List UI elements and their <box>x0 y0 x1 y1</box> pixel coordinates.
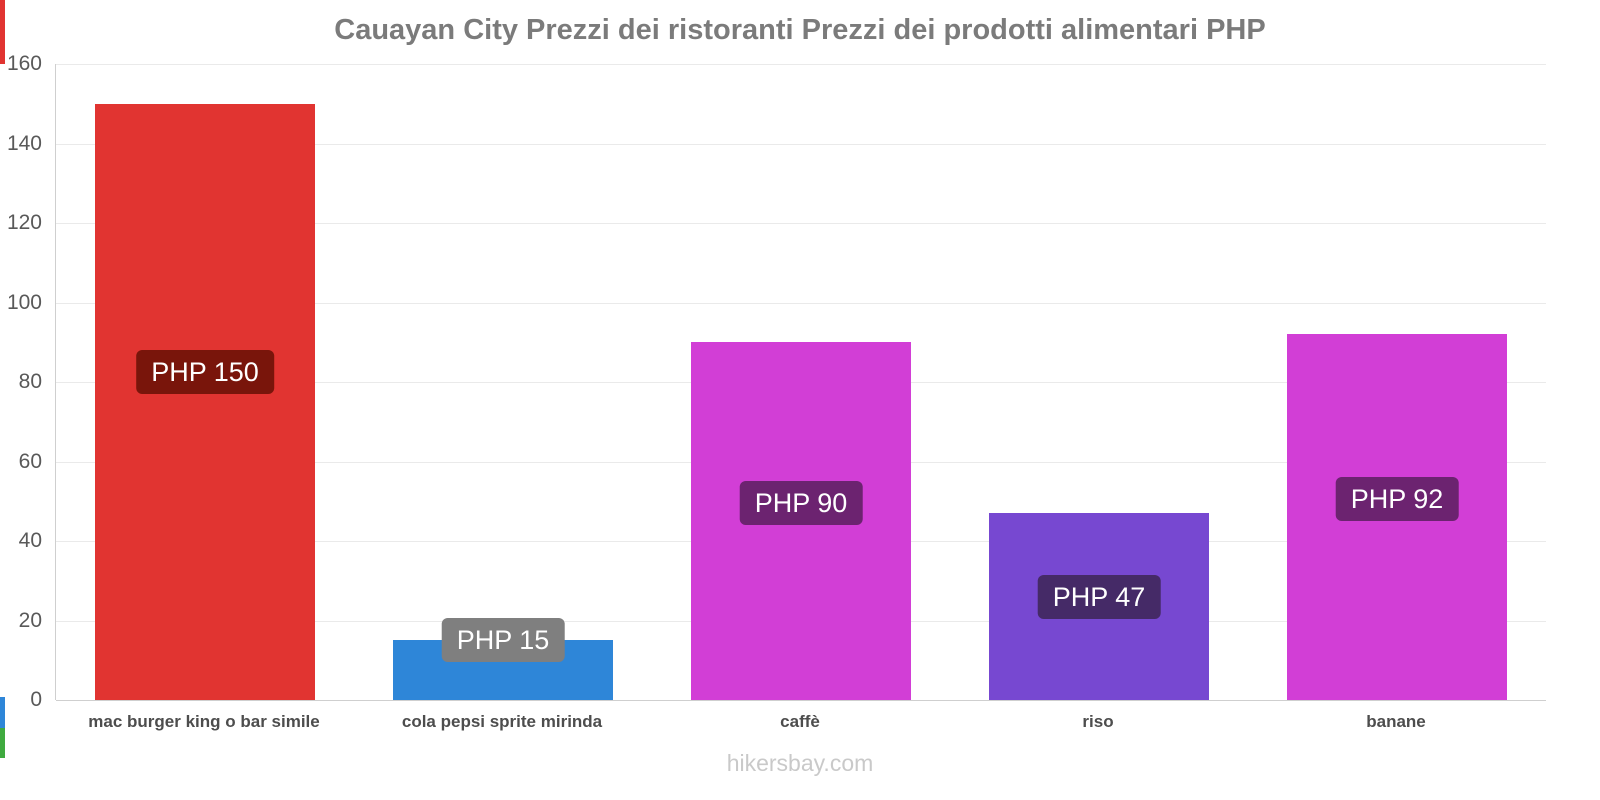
gridline <box>56 700 1546 701</box>
bar-slot: PHP 90 <box>652 64 950 700</box>
x-axis-label: cola pepsi sprite mirinda <box>401 712 603 731</box>
y-tick-label: 0 <box>30 688 42 711</box>
y-tick-label: 100 <box>6 290 42 314</box>
value-label: PHP 150 <box>136 350 274 395</box>
bar-slot: PHP 47 <box>950 64 1248 700</box>
bar-slot: PHP 15 <box>354 64 652 700</box>
x-axis-label: mac burger king o bar simile <box>88 712 320 731</box>
watermark: hikersbay.com <box>726 750 874 776</box>
y-axis-ticks: 0 20 40 60 80 100 120 140 160 <box>0 52 48 711</box>
x-axis-labels: mac burger king o bar simile cola pepsi s… <box>55 712 1545 732</box>
y-tick-label: 40 <box>18 529 42 552</box>
plot-area: PHP 150 PHP 15 PHP 90 PHP 47 PHP 92 <box>55 64 1546 701</box>
chart-title: Cauayan City Prezzi dei ristoranti Prezz… <box>334 14 1266 46</box>
left-accent-red-strip <box>0 0 5 64</box>
y-tick-label: 140 <box>6 131 42 155</box>
gridline <box>56 302 1546 304</box>
y-tick-label: 20 <box>18 608 42 632</box>
gridline <box>56 64 1546 65</box>
y-tick-label: 160 <box>6 52 42 75</box>
gridline <box>56 143 1546 145</box>
x-axis-label: banane <box>1366 712 1426 731</box>
value-label: PHP 15 <box>441 618 565 663</box>
value-label: PHP 92 <box>1335 476 1459 521</box>
y-tick-label: 60 <box>18 449 42 473</box>
left-accent-green-strip <box>0 728 5 758</box>
y-tick-label: 120 <box>6 211 42 234</box>
bar-slot: PHP 92 <box>1248 64 1546 700</box>
bar-slot: PHP 150 <box>56 64 354 700</box>
y-tick-label: 80 <box>18 370 42 393</box>
bar-1 <box>94 103 316 700</box>
bars-container: PHP 150 PHP 15 PHP 90 PHP 47 PHP 92 <box>56 64 1546 700</box>
value-label: PHP 90 <box>739 481 863 526</box>
x-axis-label: caffè <box>780 712 820 731</box>
value-label: PHP 47 <box>1037 575 1161 620</box>
x-axis-label: riso <box>1082 712 1114 731</box>
gridline <box>56 223 1546 224</box>
left-accent-blue-strip <box>0 697 5 728</box>
